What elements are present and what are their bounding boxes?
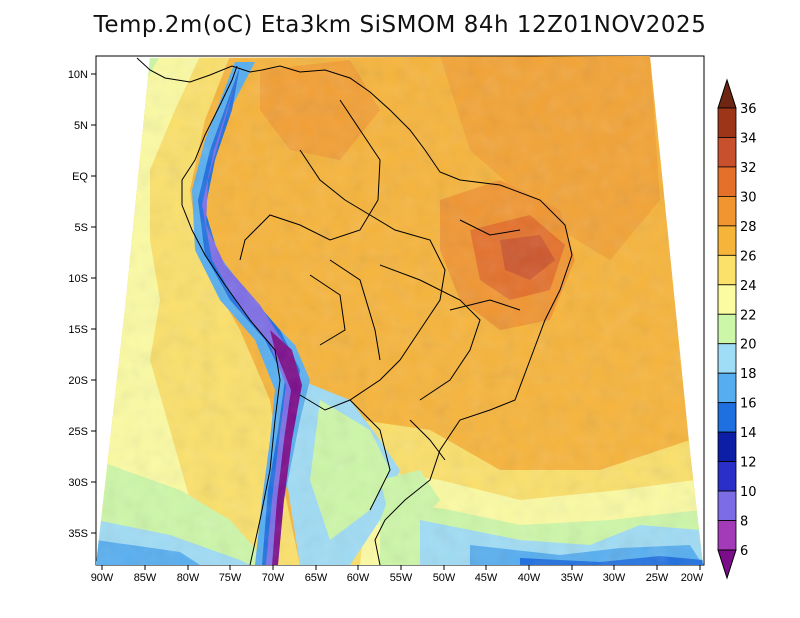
colorbar-bin xyxy=(717,343,737,374)
lon-label: 90W xyxy=(91,572,114,584)
colorbar-label: 30 xyxy=(740,190,757,205)
lat-label: 10N xyxy=(68,69,88,81)
colorbar-label: 14 xyxy=(740,426,757,441)
colorbar-bin xyxy=(717,402,737,433)
colorbar-max-triangle xyxy=(717,78,737,109)
lon-label: 30W xyxy=(603,572,626,584)
colorbar-bin xyxy=(717,490,737,521)
lon-label: 70W xyxy=(262,572,285,584)
lat-label: 5N xyxy=(74,120,88,132)
colorbar-label: 20 xyxy=(740,338,757,353)
lat-label: 20S xyxy=(68,375,88,387)
colorbar-label: 16 xyxy=(740,397,757,412)
lat-label: 5S xyxy=(75,222,88,234)
colorbar-label: 18 xyxy=(740,367,757,382)
colorbar-bin xyxy=(717,313,737,345)
lat-label: 35S xyxy=(68,528,88,540)
colorbar-label: 12 xyxy=(740,456,757,471)
lon-label: 50W xyxy=(433,572,456,584)
colorbar-label: 34 xyxy=(740,131,757,146)
temperature-field xyxy=(96,56,703,565)
latitude-axis: 10N 5N EQ 5S 10S 15S 20S 25S 30S 35S xyxy=(68,69,96,540)
colorbar-min-triangle xyxy=(717,549,737,580)
lon-label: 80W xyxy=(177,572,200,584)
lon-label: 45W xyxy=(475,572,498,584)
colorbar-bin xyxy=(717,137,737,168)
colorbar-label: 26 xyxy=(740,249,757,264)
colorbar-bin xyxy=(717,225,737,256)
coastlines-and-borders xyxy=(136,57,573,566)
colorbar-label: 10 xyxy=(740,485,757,500)
lon-label: 35W xyxy=(561,572,584,584)
colorbar-label: 24 xyxy=(740,279,757,294)
lat-label: 30S xyxy=(68,477,88,489)
colorbar-bin xyxy=(717,431,737,462)
colorbar-bin xyxy=(717,166,737,197)
colorbar-bin xyxy=(717,107,737,138)
colorbar: 6 8 10 12 14 16 18 20 22 24 26 28 30 32 34 36 xyxy=(717,78,757,580)
colorbar-bin xyxy=(717,195,737,227)
lon-label: 60W xyxy=(347,572,370,584)
lat-label: 15S xyxy=(68,324,88,336)
colorbar-label: 22 xyxy=(740,308,757,323)
lat-label: 10S xyxy=(68,273,88,285)
colorbar-label: 8 xyxy=(740,515,748,530)
colorbar-label: 6 xyxy=(740,544,748,559)
lon-label: 25W xyxy=(646,572,669,584)
lon-label: 20W xyxy=(681,572,704,584)
lon-label: 65W xyxy=(305,572,328,584)
lon-label: 55W xyxy=(390,572,413,584)
colorbar-label: 28 xyxy=(740,220,757,235)
colorbar-bin xyxy=(717,461,737,492)
lat-label: EQ xyxy=(72,171,88,183)
colorbar-label: 32 xyxy=(740,161,757,176)
lon-label: 75W xyxy=(219,572,242,584)
lon-label: 85W xyxy=(134,572,157,584)
colorbar-bin xyxy=(717,254,737,286)
colorbar-bin xyxy=(717,520,737,551)
lon-label: 40W xyxy=(518,572,541,584)
longitude-axis: 90W 85W 80W 75W 70W 65W 60W 55W 50W 45W … xyxy=(91,565,704,584)
colorbar-bin xyxy=(717,284,737,315)
lat-label: 25S xyxy=(68,426,88,438)
map-title: Temp.2m(oC) Eta3km SiSMOM 84h 12Z01NOV20… xyxy=(93,12,707,38)
colorbar-bin xyxy=(717,372,737,404)
colorbar-label: 36 xyxy=(740,102,757,117)
